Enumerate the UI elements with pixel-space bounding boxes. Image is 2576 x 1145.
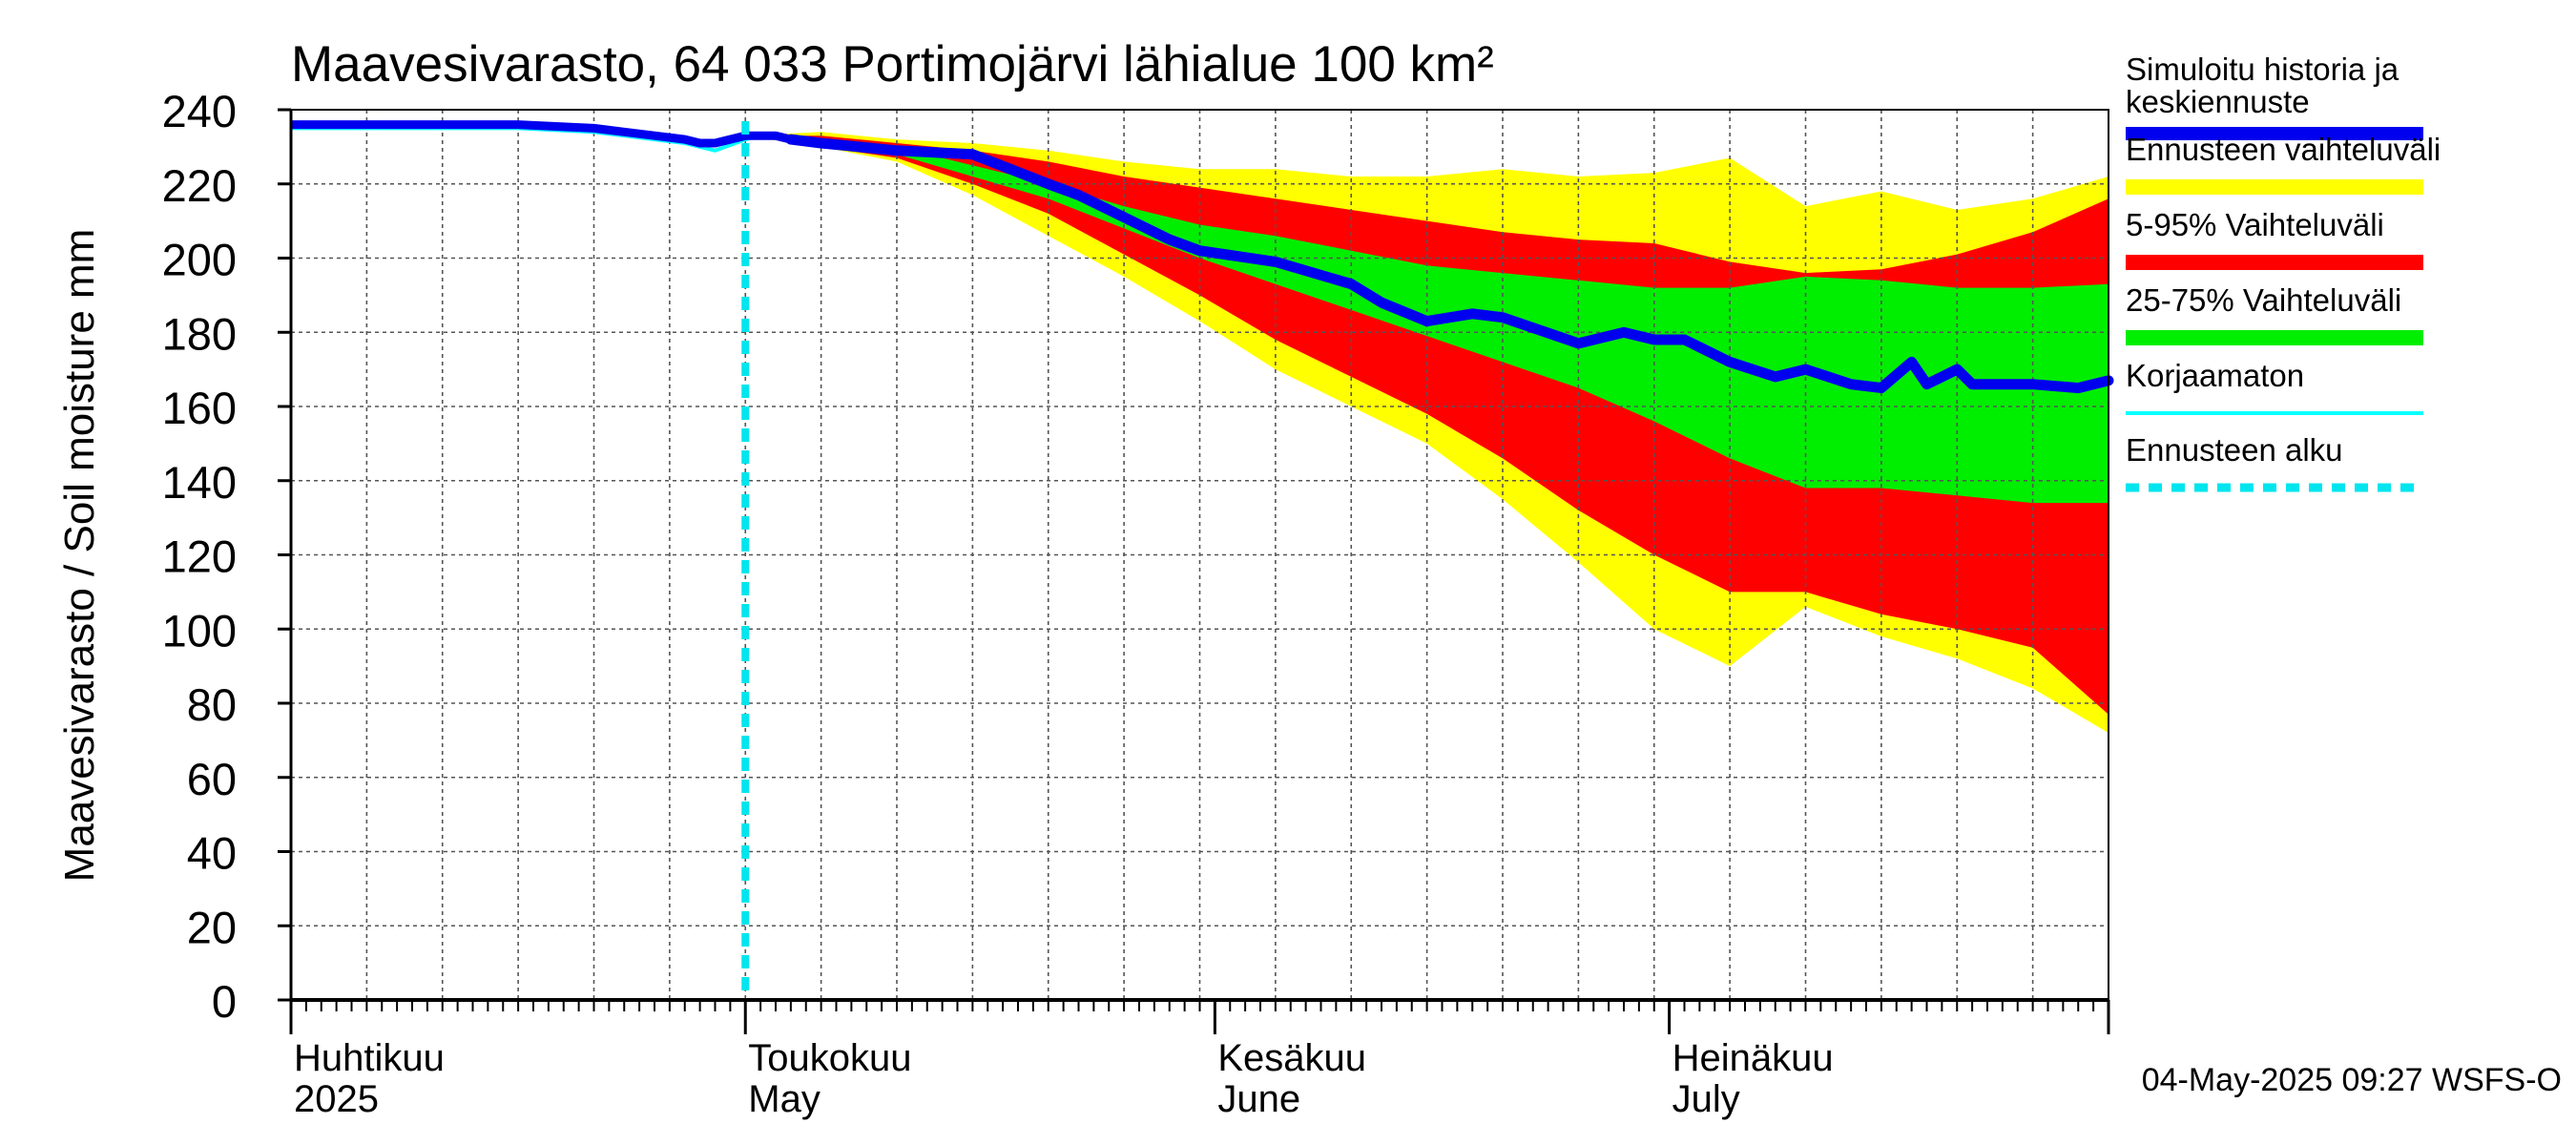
legend-label: Simuloitu historia ja <box>2126 52 2399 87</box>
legend-label: keskiennuste <box>2126 84 2310 119</box>
y-tick-label: 20 <box>187 902 237 952</box>
y-tick-label: 140 <box>162 457 237 508</box>
axes: 0 20 40 60 80 100 120 140 160 180 200 220 240 Huhtiku… <box>162 86 2110 1120</box>
y-tick-label: 80 <box>187 679 237 730</box>
legend-label: Korjaamaton <box>2126 358 2304 393</box>
month-label: Huhtikuu <box>294 1037 445 1079</box>
legend-label: 5-95% Vaihteluväli <box>2126 207 2384 242</box>
legend-swatch <box>2126 255 2423 270</box>
y-tick-label: 160 <box>162 383 237 433</box>
chart-title: Maavesivarasto, 64 033 Portimojärvi lähi… <box>291 36 1494 93</box>
month-sublabel: June <box>1217 1078 1300 1120</box>
legend-label: Ennusteen vaihteluväli <box>2126 132 2441 167</box>
y-tick-label: 180 <box>162 308 237 359</box>
legend-label: 25-75% Vaihteluväli <box>2126 282 2401 318</box>
legend-label: Ennusteen alku <box>2126 432 2343 468</box>
y-tick-label: 60 <box>187 754 237 804</box>
series-forecast-mean <box>785 134 2114 394</box>
month-label: Toukokuu <box>748 1037 911 1079</box>
series-lines <box>291 120 2114 1000</box>
month-label: Kesäkuu <box>1217 1037 1366 1079</box>
y-tick-label: 0 <box>212 976 237 1027</box>
y-tick-label: 100 <box>162 605 237 656</box>
month-sublabel: May <box>748 1078 821 1120</box>
series-history <box>291 120 792 148</box>
y-tick-label: 240 <box>162 86 237 136</box>
y-tick-label: 40 <box>187 828 237 879</box>
month-label: Heinäkuu <box>1672 1037 1834 1079</box>
y-tick-label: 120 <box>162 531 237 582</box>
plot-grid <box>291 110 2109 1000</box>
timestamp-label: 04-May-2025 09:27 WSFS-O <box>2142 1062 2562 1098</box>
y-tick-label: 200 <box>162 235 237 285</box>
band-5-95 <box>745 135 2109 715</box>
month-sublabel: July <box>1672 1078 1740 1120</box>
y-tick-label: 220 <box>162 160 237 211</box>
legend-swatch <box>2126 179 2423 195</box>
legend-swatch <box>2126 330 2423 345</box>
month-sublabel: 2025 <box>294 1078 379 1120</box>
y-axis-label: Maavesivarasto / Soil moisture mm <box>56 229 103 883</box>
